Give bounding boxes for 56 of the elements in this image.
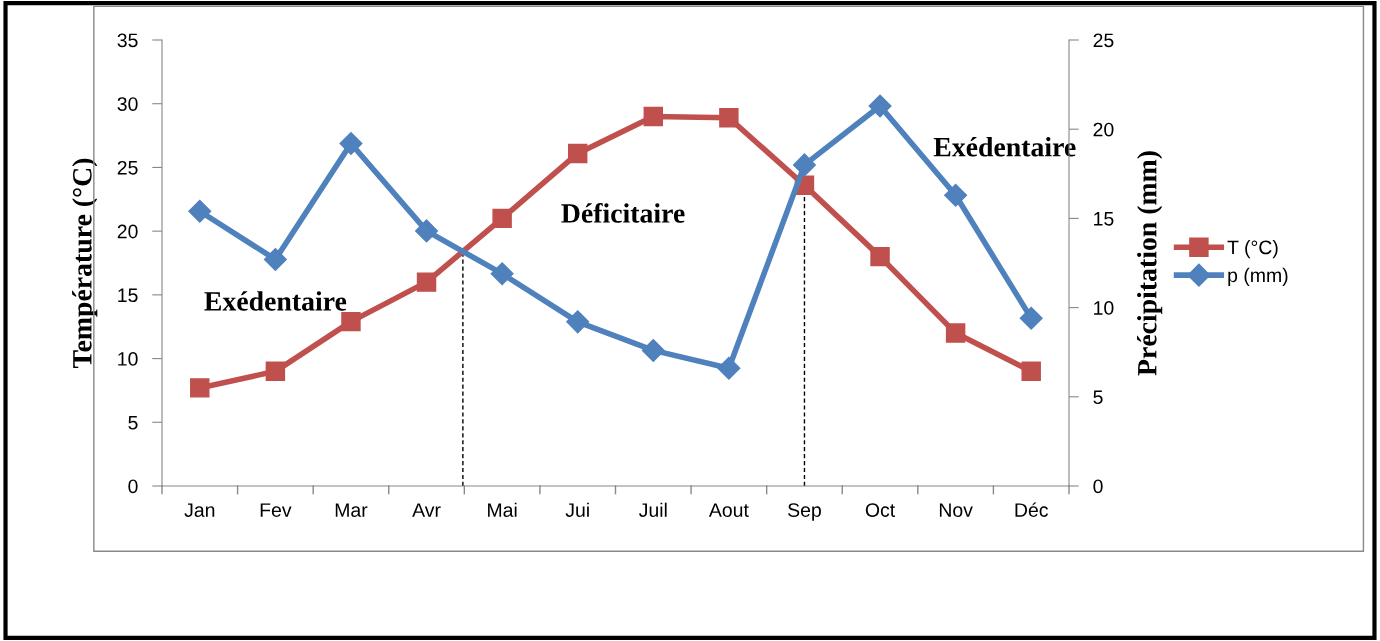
point: [1019, 306, 1043, 330]
x-tick-label: Aout: [708, 503, 749, 517]
y-tick-label: 10: [118, 352, 138, 366]
y2-tick-label: 10: [1094, 301, 1114, 315]
y-tick-label: 15: [118, 288, 138, 303]
annotation: Exédentaire: [204, 291, 347, 311]
x-tick-label: Déc: [1015, 502, 1048, 517]
x-tick-label: Mai: [488, 502, 517, 517]
x-tick-label: Fev: [260, 503, 292, 517]
point: [1021, 361, 1041, 382]
point: [190, 378, 210, 398]
legend-label: T (°C): [1227, 240, 1278, 259]
x-tick-label: Avr: [412, 503, 441, 517]
point: [416, 272, 437, 292]
point: [717, 356, 741, 380]
y2-tick-label: 25: [1093, 33, 1114, 48]
x-tick-label: Oct: [865, 503, 896, 517]
y-tick-label: 20: [117, 224, 138, 239]
point: [792, 153, 816, 177]
point: [265, 361, 286, 382]
point: [945, 323, 966, 343]
point: [263, 247, 287, 271]
y-tick-label: 25: [117, 160, 138, 175]
point: [566, 310, 590, 334]
point: [868, 94, 892, 118]
point: [567, 143, 588, 164]
y2-tick-label: 15: [1094, 212, 1114, 226]
point: [719, 108, 739, 128]
y-tick-label: 30: [117, 97, 138, 111]
y-axis-title: Température (°C): [72, 158, 98, 369]
point: [944, 183, 968, 207]
point: [643, 106, 664, 127]
point: [339, 131, 363, 155]
x-tick-label: Juil: [639, 502, 667, 517]
point: [870, 246, 890, 267]
x-tick-label: Sep: [788, 503, 821, 521]
point: [492, 208, 512, 229]
y-tick-label: 0: [128, 479, 138, 494]
y2-tick-label: 20: [1093, 122, 1114, 137]
annotation: Exédentaire: [933, 136, 1076, 157]
x-tick-label: Nov: [939, 503, 973, 517]
x-tick-label: Jan: [184, 503, 215, 517]
point: [341, 311, 361, 332]
x-tick-label: Mar: [335, 503, 368, 517]
y2-tick-label: 5: [1093, 390, 1103, 405]
y-tick-label: 35: [117, 33, 138, 48]
annotation: Déficitaire: [561, 202, 685, 223]
point: [188, 199, 212, 223]
legend-label: p (mm): [1228, 267, 1288, 286]
y2-tick-label: 0: [1093, 479, 1103, 494]
point: [490, 262, 514, 286]
y-tick-label: 5: [128, 415, 138, 430]
point: [415, 219, 439, 243]
y2-axis-title: Précipitation (mm): [1137, 151, 1163, 376]
x-tick-label: Jui: [565, 502, 589, 517]
point: [641, 338, 665, 362]
